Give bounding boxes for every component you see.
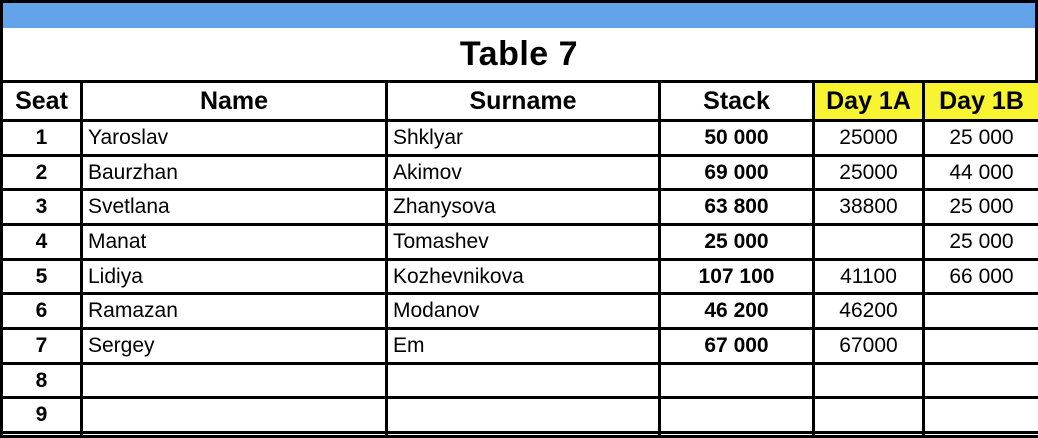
cell-day1a: 67000: [812, 327, 925, 365]
cell-name: Baurzhan: [80, 153, 388, 192]
table-row: 2 Baurzhan Akimov 69 000 25000 44 000: [0, 153, 1038, 192]
cell-seat: 8: [0, 361, 83, 400]
cell-day1b: [922, 292, 1038, 331]
cell-seat: 7: [0, 327, 83, 365]
cell-day1a: 41100: [812, 257, 925, 296]
cell-day1a: 38800: [812, 188, 925, 227]
cell-name: [80, 396, 388, 435]
cell-surname: [385, 431, 661, 438]
cell-seat: 6: [0, 292, 83, 331]
table-row: 5 Lidiya Kozhevnikova 107 100 41100 66 000: [0, 257, 1038, 296]
cell-surname: Kozhevnikova: [385, 257, 661, 296]
cell-seat: 4: [0, 223, 83, 261]
column-header-seat: Seat: [0, 80, 83, 122]
cell-stack: 50 000: [658, 119, 815, 157]
cell-stack: 107 100: [658, 257, 815, 296]
cell-day1b: 25 000: [922, 223, 1038, 261]
header-row: Seat Name Surname Stack Day 1A Day 1B: [0, 80, 1038, 122]
cell-stack: 25 000: [658, 223, 815, 261]
column-header-day1a: Day 1A: [812, 80, 925, 122]
table-row: 6 Ramazan Modanov 46 200 46200: [0, 292, 1038, 331]
cell-day1b: 66 000: [922, 257, 1038, 296]
cell-day1b: [922, 361, 1038, 400]
table-row: 8: [0, 361, 1038, 400]
cell-name: Ramazan: [80, 292, 388, 331]
column-header-surname: Surname: [385, 80, 661, 122]
cell-name: [80, 361, 388, 400]
table-row: [0, 431, 1038, 438]
cell-seat: 9: [0, 396, 83, 435]
cell-seat: 3: [0, 188, 83, 227]
table-row: 7 Sergey Em 67 000 67000: [0, 327, 1038, 365]
cell-stack: [658, 396, 815, 435]
cell-seat: 5: [0, 257, 83, 296]
cell-name: [80, 431, 388, 438]
table-row: 9: [0, 396, 1038, 435]
cell-seat: 1: [0, 119, 83, 157]
cell-surname: Tomashev: [385, 223, 661, 261]
cell-day1a: [812, 431, 925, 438]
column-header-name: Name: [80, 80, 388, 122]
cell-day1b: 44 000: [922, 153, 1038, 192]
cell-day1b: 25 000: [922, 188, 1038, 227]
cell-surname: Akimov: [385, 153, 661, 192]
cell-day1a: [812, 223, 925, 261]
table-row: 3 Svetlana Zhanysova 63 800 38800 25 000: [0, 188, 1038, 227]
cell-surname: Em: [385, 327, 661, 365]
cell-stack: 63 800: [658, 188, 815, 227]
column-header-day1b: Day 1B: [922, 80, 1038, 122]
cell-day1b: [922, 327, 1038, 365]
cell-stack: 69 000: [658, 153, 815, 192]
cell-name: Lidiya: [80, 257, 388, 296]
cell-day1a: 46200: [812, 292, 925, 331]
cell-stack: 67 000: [658, 327, 815, 365]
cell-surname: [385, 396, 661, 435]
sheet-header-area: Table 7: [0, 0, 1038, 80]
cell-day1b: [922, 396, 1038, 435]
cell-day1a: 25000: [812, 119, 925, 157]
page-title: Table 7: [459, 34, 579, 73]
cell-day1b: 25 000: [922, 119, 1038, 157]
cell-surname: Zhanysova: [385, 188, 661, 227]
cell-stack: 46 200: [658, 292, 815, 331]
cell-name: Svetlana: [80, 188, 388, 227]
cell-surname: [385, 361, 661, 400]
table-row: 1 Yaroslav Shklyar 50 000 25000 25 000: [0, 119, 1038, 157]
cell-name: Sergey: [80, 327, 388, 365]
cell-surname: Shklyar: [385, 119, 661, 157]
cell-day1a: [812, 396, 925, 435]
cell-day1b: [922, 431, 1038, 438]
cell-seat: [0, 431, 83, 438]
cell-name: Manat: [80, 223, 388, 261]
table-row: 4 Manat Tomashev 25 000 25 000: [0, 223, 1038, 261]
cell-day1a: [812, 361, 925, 400]
column-header-stack: Stack: [658, 80, 815, 122]
cell-day1a: 25000: [812, 153, 925, 192]
seating-table: Seat Name Surname Stack Day 1A Day 1B 1 Yarosl…: [0, 80, 1038, 438]
cell-surname: Modanov: [385, 292, 661, 331]
cell-name: Yaroslav: [80, 119, 388, 157]
cell-seat: 2: [0, 153, 83, 192]
cell-stack: [658, 431, 815, 438]
cell-stack: [658, 361, 815, 400]
top-accent-bar: [3, 3, 1035, 28]
